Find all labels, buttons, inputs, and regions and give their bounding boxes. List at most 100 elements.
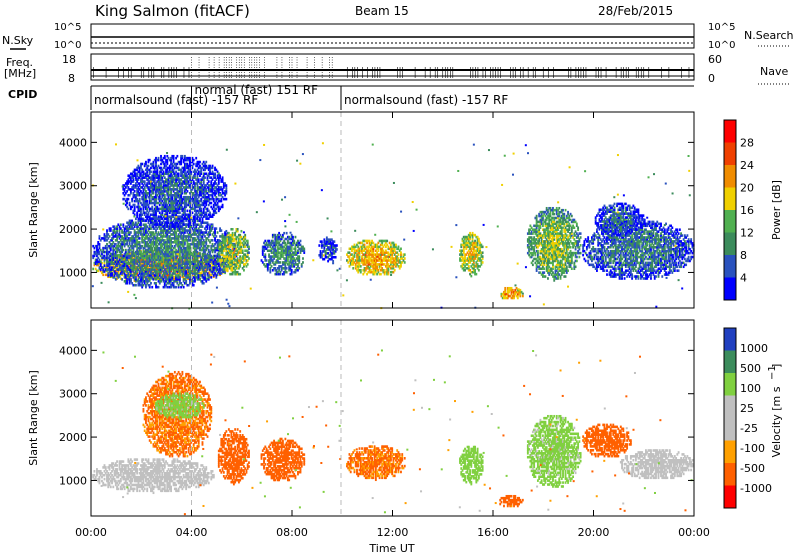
data-cell — [214, 231, 216, 234]
data-cell — [214, 237, 216, 240]
data-cell — [201, 241, 204, 244]
data-cell — [109, 227, 112, 230]
data-cell — [178, 231, 181, 234]
data-cell — [199, 248, 201, 252]
data-cell — [133, 203, 136, 207]
data-cell — [160, 242, 162, 246]
data-cell — [150, 219, 152, 223]
data-cell — [147, 272, 150, 275]
data-cell — [205, 267, 208, 271]
data-cell — [136, 257, 139, 261]
data-cell — [142, 258, 145, 262]
data-cell — [183, 257, 186, 261]
data-cell — [162, 275, 165, 279]
data-cell — [127, 263, 130, 267]
data-cell — [142, 276, 145, 279]
data-cell — [107, 250, 110, 254]
data-cell — [103, 233, 106, 236]
data-cell — [197, 235, 200, 238]
data-cell — [177, 241, 180, 244]
data-cell — [119, 244, 122, 248]
data-cell — [117, 248, 120, 252]
data-cell — [102, 254, 105, 258]
freq-frame — [90, 53, 695, 81]
data-cell — [182, 246, 185, 250]
data-cell — [107, 272, 110, 275]
data-cell — [158, 258, 161, 262]
data-cell — [204, 244, 206, 248]
data-cell — [209, 254, 211, 258]
data-cell — [132, 260, 135, 264]
data-cell — [211, 233, 214, 236]
data-cell — [211, 227, 214, 230]
data-cell — [143, 246, 146, 250]
data-cell — [181, 254, 184, 258]
data-cell — [119, 268, 122, 271]
data-cell — [109, 258, 112, 262]
data-cell — [177, 250, 180, 254]
data-cell — [211, 164, 214, 168]
data-cell — [137, 278, 140, 281]
data-cell — [165, 258, 167, 262]
data-cell — [201, 248, 204, 252]
data-cell — [129, 252, 132, 255]
data-cell — [206, 221, 209, 225]
data-cell — [114, 260, 117, 264]
data-cell — [187, 254, 190, 258]
data-cell — [155, 242, 157, 246]
data-cell — [160, 277, 162, 280]
data-cell — [104, 257, 107, 261]
data-cell — [166, 233, 169, 236]
data-cell — [199, 252, 201, 256]
data-cell — [103, 254, 106, 258]
data-cell — [127, 252, 130, 255]
data-cell — [199, 229, 201, 232]
data-cell — [152, 237, 155, 240]
data-cell — [205, 263, 208, 267]
data-cell — [117, 241, 120, 244]
data-cell — [96, 262, 98, 266]
data-cell — [119, 235, 122, 238]
data-cell — [173, 239, 176, 242]
data-cell — [113, 244, 116, 248]
data-cell — [215, 269, 218, 273]
data-cell — [176, 239, 179, 242]
data-cell — [126, 274, 129, 277]
data-cell — [216, 266, 219, 269]
data-cell — [195, 272, 198, 275]
data-cell — [111, 268, 113, 271]
data-cell — [188, 272, 191, 275]
date-title: 28/Feb/2015 — [598, 4, 673, 18]
data-cell — [180, 235, 183, 238]
data-cell — [207, 271, 210, 275]
data-cell — [175, 239, 178, 242]
data-cell — [128, 268, 131, 271]
data-cell — [133, 279, 136, 282]
data-cell — [111, 239, 113, 242]
data-cell — [163, 280, 166, 283]
data-cell — [93, 250, 96, 254]
data-cell — [128, 270, 131, 273]
data-cell — [138, 242, 141, 246]
data-cell — [145, 215, 147, 219]
data-cell — [185, 260, 188, 264]
data-cell — [163, 223, 166, 226]
data-cell — [147, 262, 150, 266]
data-cell — [157, 225, 160, 228]
data-cell — [152, 215, 155, 219]
data-cell — [146, 268, 149, 271]
data-cell — [145, 283, 147, 287]
data-cell — [167, 219, 170, 222]
data-cell — [155, 267, 157, 271]
data-cell — [182, 268, 185, 271]
data-cell — [215, 254, 218, 258]
data-cell — [156, 266, 159, 269]
data-cell — [202, 266, 205, 269]
data-cell — [152, 223, 155, 226]
data-cell — [201, 266, 204, 269]
data-cell — [153, 281, 156, 285]
data-cell — [183, 246, 186, 250]
data-cell — [143, 280, 146, 283]
data-cell — [214, 267, 216, 271]
data-cell — [163, 263, 166, 267]
